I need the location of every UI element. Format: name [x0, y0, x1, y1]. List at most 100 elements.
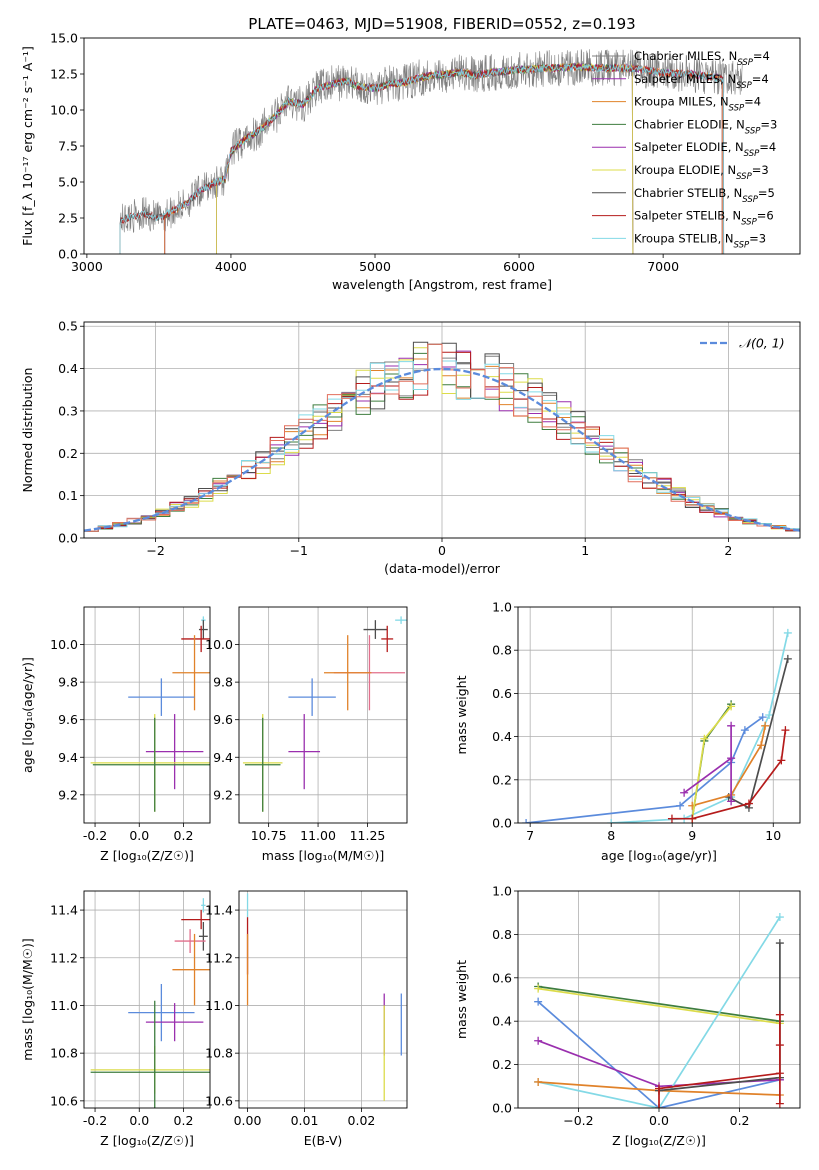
x-axis-label: (data-model)/error [384, 561, 501, 576]
plus-marker [765, 711, 774, 719]
observed-spectrum [119, 49, 743, 238]
plus-marker [775, 939, 784, 948]
plus-marker [777, 756, 786, 765]
errorbar-point [128, 984, 195, 1042]
x-tick-label: 1 [581, 543, 589, 558]
axes-frame [83, 606, 211, 824]
chart-spectrum: 3000 4000 5000 6000 7000 0.0 2.5 5.0 7.5 10.0 12.5… [20, 31, 801, 292]
plot-area [522, 628, 792, 823]
y-tick-label: 0.2 [492, 772, 512, 787]
y-tick-label: 9.8 [213, 675, 233, 690]
series-line [526, 716, 764, 823]
errorbar-point [174, 929, 206, 953]
plus-marker [607, 819, 616, 823]
y-tick-label: 11.2 [50, 950, 78, 965]
x-tick-label: 0 [438, 543, 446, 558]
model-spectrum [119, 62, 725, 254]
series-line [537, 916, 781, 1108]
y-axis-label: mass weight [454, 960, 469, 1039]
y-tick-label: 10.8 [50, 1046, 78, 1061]
legend-label: Kroupa STELIB, NSSP=3 [634, 231, 766, 250]
errorbar-point [363, 620, 388, 639]
y-tick-label: 0.8 [492, 927, 512, 942]
y-tick-label: 11.0 [205, 998, 233, 1013]
legend-label: Salpeter MILES, NSSP=4 [634, 72, 769, 91]
model-spectrum [216, 62, 634, 254]
y-tick-label: 10.0 [50, 637, 78, 652]
chart-mass-vs-EBV: 0.00 0.01 0.02 10.6 10.8 11.0 11.2 11.4 E(B-V) [205, 890, 408, 1148]
plus-marker [534, 1036, 543, 1045]
series-line [537, 1001, 781, 1108]
y-tick-label: 0.8 [492, 643, 512, 658]
legend-label: Salpeter STELIB, NSSP=6 [634, 209, 774, 228]
y-tick-label: 2.5 [58, 211, 78, 226]
x-tick-label: 11.00 [300, 828, 336, 843]
grid [239, 607, 407, 823]
plot-area [534, 913, 784, 1108]
plus-marker [775, 1010, 784, 1019]
errorbar-point [172, 933, 210, 1006]
y-tick-label: 0.4 [58, 361, 78, 376]
grid [84, 891, 210, 1108]
x-tick-label: 5000 [359, 259, 391, 274]
errorbar-point [201, 898, 206, 913]
x-tick-label: 0.02 [348, 1113, 376, 1128]
errorbar-point [395, 616, 407, 624]
plus-marker [775, 913, 784, 922]
plot-area [84, 341, 800, 532]
errorbar-point [198, 620, 208, 639]
y-tick-label: 7.5 [58, 139, 78, 154]
legend: 𝒩(0, 1) [700, 336, 785, 351]
plot-area [119, 49, 743, 254]
model-spectrum [164, 62, 723, 254]
y-tick-label: 9.4 [58, 750, 78, 765]
y-tick-label: 11.2 [205, 950, 233, 965]
y-tick-label: 11.4 [50, 903, 78, 918]
plus-marker [775, 1069, 784, 1078]
plus-marker [522, 819, 531, 823]
chart-mass-vs-Z: -0.2 0.0 0.2 10.6 10.8 11.0 11.2 11.4 Z [log₁₀(Z… [20, 890, 211, 1148]
y-tick-label: 1.0 [492, 600, 512, 615]
series-line [611, 632, 789, 823]
mass-weight-series [522, 713, 767, 823]
plus-marker [775, 1041, 784, 1050]
model-spectrum [164, 62, 723, 254]
y-tick-label: 0.0 [58, 531, 78, 546]
figure-title: PLATE=0463, MJD=51908, FIBERID=0552, z=0… [248, 15, 635, 33]
y-tick-label: 0.6 [492, 970, 512, 985]
errorbar-point [90, 1000, 210, 1108]
errorbar-point [198, 922, 208, 951]
x-tick-label: 7000 [647, 259, 679, 274]
plus-marker [727, 754, 736, 763]
y-tick-label: 0.1 [58, 488, 78, 503]
series-line [683, 725, 732, 802]
legend-label: Kroupa MILES, NSSP=4 [634, 95, 761, 114]
axes-frame [83, 890, 211, 1109]
y-tick-label: 0.6 [492, 686, 512, 701]
plus-marker [655, 1104, 663, 1108]
errorbar-point [323, 635, 372, 711]
plot-area [246, 893, 402, 1101]
axes-frame [83, 321, 801, 539]
model-spectrum [216, 62, 634, 254]
plus-marker [744, 799, 753, 808]
normal-curve [84, 367, 800, 532]
series-line [658, 943, 781, 1092]
legend-label: Salpeter ELODIE, NSSP=4 [634, 140, 776, 159]
plus-marker [655, 1084, 663, 1093]
plot-area [90, 898, 210, 1108]
y-tick-label: 0.4 [492, 729, 512, 744]
x-tick-label: 0.01 [291, 1113, 319, 1128]
x-tick-label: 7 [526, 828, 534, 843]
plot-area [242, 616, 407, 812]
errorbar-point [145, 714, 204, 790]
chart-residuals: −2 −1 0 1 2 0.0 0.1 0.2 0.3 0.4 0.5 (data-model)/er… [20, 319, 801, 576]
y-tick-label: 10.8 [205, 1046, 233, 1061]
plus-marker [761, 721, 770, 730]
x-tick-label: 0.0 [129, 828, 149, 843]
plus-marker [781, 726, 790, 735]
plus-marker [667, 814, 676, 823]
chart-massweight-vs-Z: −0.2 0.0 0.2 0.0 0.2 0.4 0.6 0.8 1.0 Z [log₁₀(Z/Z… [454, 884, 801, 1148]
x-tick-label: 8 [607, 828, 615, 843]
